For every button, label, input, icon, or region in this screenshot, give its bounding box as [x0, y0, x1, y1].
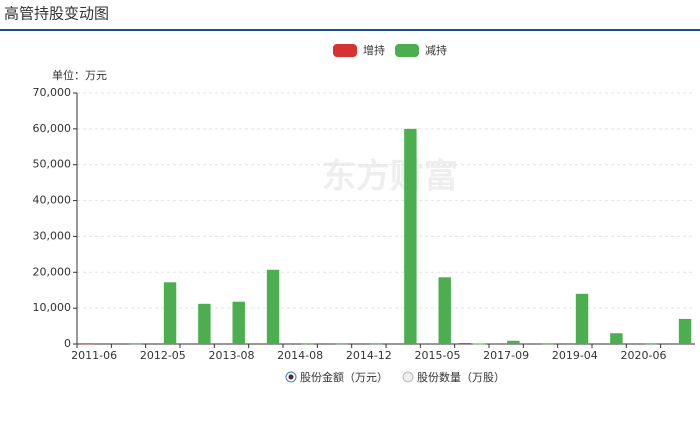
- y-tick-label: 70,000: [33, 86, 72, 99]
- y-tick-label: 40,000: [33, 194, 72, 207]
- bar: [610, 333, 623, 344]
- y-tick-label: 0: [64, 337, 71, 350]
- radio-label[interactable]: 股份金额（万元）: [300, 370, 388, 384]
- legend-label: 增持: [363, 43, 385, 57]
- watermark: 东方财富: [322, 157, 458, 197]
- y-tick-label: 20,000: [33, 265, 72, 278]
- legend-swatch: [395, 44, 419, 57]
- x-tick-label: 2017-09: [483, 349, 529, 362]
- radio-dot: [288, 374, 294, 380]
- bar: [301, 343, 314, 345]
- bar: [80, 343, 94, 345]
- bar: [438, 277, 451, 344]
- bar: [198, 303, 211, 344]
- radio-button[interactable]: [402, 371, 414, 383]
- bar: [541, 343, 554, 345]
- y-tick-label: 10,000: [33, 301, 72, 314]
- bar: [404, 128, 417, 344]
- bar: [507, 340, 520, 344]
- bar: [369, 343, 383, 345]
- page-title: 高管持股变动图: [4, 5, 109, 23]
- x-tick-label: 2013-08: [209, 349, 255, 362]
- y-tick-label: 30,000: [33, 229, 72, 242]
- bar: [266, 269, 280, 344]
- bar: [575, 293, 589, 344]
- bar: [644, 343, 657, 345]
- radio-label[interactable]: 股份数量（万股）: [417, 371, 505, 384]
- x-tick-label: 2012-05: [140, 349, 186, 362]
- x-tick-label: 2019-04: [552, 349, 598, 362]
- bar: [335, 343, 348, 345]
- x-tick-label: 2014-12: [346, 349, 392, 362]
- x-tick-label: 2015-05: [415, 349, 461, 362]
- legend-label: 减持: [425, 43, 447, 57]
- bar: [163, 282, 177, 344]
- y-tick-label: 50,000: [33, 158, 72, 171]
- x-tick-label: 2014-08: [277, 349, 323, 362]
- bar: [232, 301, 245, 344]
- legend-swatch: [333, 44, 357, 57]
- bar: [472, 343, 486, 345]
- x-tick-label: 2020-06: [621, 349, 667, 362]
- y-tick-label: 60,000: [33, 122, 72, 135]
- bar: [129, 343, 142, 345]
- x-tick-label: 2011-06: [71, 349, 117, 362]
- bar: [678, 318, 692, 344]
- unit-label: 单位：万元: [52, 68, 107, 82]
- bar: [458, 343, 471, 345]
